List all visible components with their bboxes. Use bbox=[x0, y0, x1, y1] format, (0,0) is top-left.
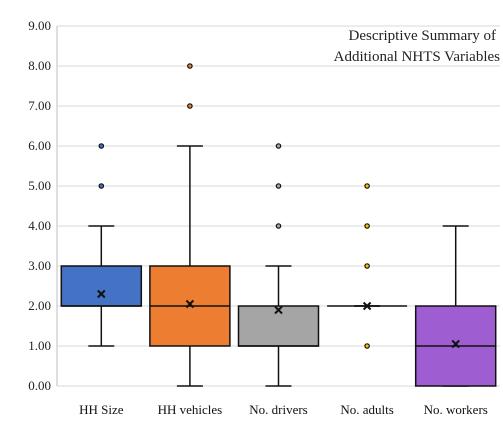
x-category-label: No. drivers bbox=[249, 402, 308, 417]
x-category-label: No. adults bbox=[340, 402, 393, 417]
outlier-point bbox=[364, 223, 370, 229]
y-tick-label: 0.00 bbox=[28, 378, 51, 393]
y-tick-label: 7.00 bbox=[28, 98, 51, 113]
box-iqr bbox=[237, 305, 320, 347]
outlier-point bbox=[98, 143, 105, 149]
outlier-point bbox=[364, 343, 370, 349]
boxes-layer bbox=[60, 63, 497, 387]
x-category-label: HH vehicles bbox=[158, 402, 223, 417]
chart-title-line-1: Descriptive Summary of bbox=[349, 28, 496, 44]
mean-marker bbox=[274, 305, 283, 315]
outlier-point bbox=[364, 183, 370, 189]
x-category-label: HH Size bbox=[79, 402, 124, 417]
box-iqr bbox=[60, 265, 143, 307]
mean-marker bbox=[362, 301, 372, 311]
box-1 bbox=[149, 63, 231, 387]
y-tick-label: 4.00 bbox=[28, 218, 51, 233]
y-tick-label: 2.00 bbox=[28, 298, 51, 313]
y-tick-label: 1.00 bbox=[28, 338, 51, 353]
outlier-point bbox=[187, 103, 193, 109]
outlier-point bbox=[275, 143, 282, 149]
y-tick-label: 5.00 bbox=[28, 178, 51, 193]
chart-title-line-2: Additional NHTS Variables bbox=[334, 49, 501, 65]
box-0 bbox=[60, 143, 143, 347]
box-4 bbox=[414, 225, 497, 387]
x-category-label: No. workers bbox=[424, 402, 488, 417]
outlier-point bbox=[364, 263, 370, 269]
outlier-point bbox=[187, 63, 193, 69]
box-2 bbox=[237, 143, 320, 387]
outlier-point bbox=[275, 223, 282, 229]
box-3 bbox=[327, 183, 408, 349]
y-tick-label: 3.00 bbox=[28, 258, 51, 273]
outlier-point bbox=[275, 183, 282, 189]
mean-marker bbox=[451, 339, 460, 349]
y-tick-label: 6.00 bbox=[28, 138, 51, 153]
y-tick-label: 9.00 bbox=[28, 18, 51, 33]
x-axis-categories: HH Size HH vehicles No. drivers No. adults N… bbox=[79, 402, 488, 417]
y-axis-ticks: 0.00 1.00 2.00 3.00 4.00 5.00 6.00 7.00 8.00 9.00 bbox=[28, 18, 51, 393]
mean-marker bbox=[97, 289, 106, 299]
outlier-point bbox=[98, 183, 105, 189]
y-tick-label: 8.00 bbox=[28, 58, 51, 73]
mean-marker bbox=[185, 299, 195, 309]
